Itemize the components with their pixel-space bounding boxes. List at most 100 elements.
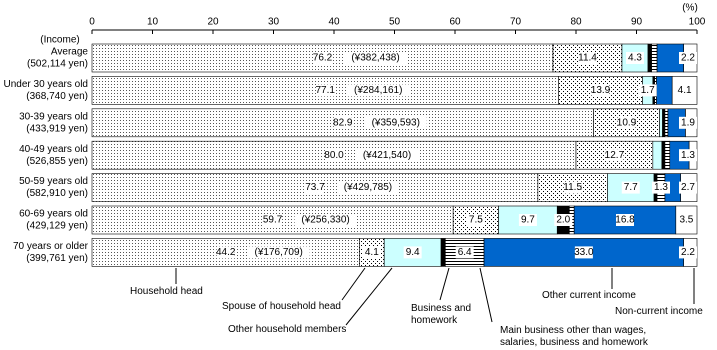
label-bg xyxy=(336,181,399,194)
callout-lines xyxy=(175,267,695,326)
value-label: 3.5 xyxy=(679,215,693,226)
value-label: 12.7 xyxy=(605,150,625,161)
unit-label: (%) xyxy=(682,3,698,14)
bar-segment xyxy=(661,140,666,170)
category-income: (399,761 yen) xyxy=(26,253,88,264)
value-label: 13.9 xyxy=(591,85,611,96)
value-label: 59.7 xyxy=(263,215,283,226)
label-bg xyxy=(625,52,644,64)
legend-label: Other current income xyxy=(542,290,636,301)
value-label: 77.1 xyxy=(315,85,335,96)
category-label: Average xyxy=(51,47,89,58)
amount-label: (¥284,161) xyxy=(354,85,402,96)
bar-segment xyxy=(651,43,658,73)
value-label: 7.7 xyxy=(624,182,638,193)
label-bg xyxy=(677,214,696,226)
value-label: 2.7 xyxy=(681,182,695,193)
label-bg xyxy=(344,52,407,64)
category-header: (Income) xyxy=(40,35,79,46)
label-bg xyxy=(679,116,697,129)
category-income: (368,740 yen) xyxy=(26,91,88,102)
label-bg xyxy=(578,52,597,64)
value-label: 9.7 xyxy=(521,215,535,226)
label-bg xyxy=(621,181,640,194)
label-bg xyxy=(563,181,582,194)
label-bg xyxy=(216,246,235,259)
amount-label: (¥429,785) xyxy=(344,182,392,193)
label-bg xyxy=(466,214,485,226)
label-bg xyxy=(325,149,343,162)
bar-segment xyxy=(659,108,663,138)
label-bg xyxy=(362,246,381,259)
label-bg xyxy=(294,214,357,226)
label-bg xyxy=(616,214,635,226)
bar-segment xyxy=(452,205,499,235)
category-income: (582,910 yen) xyxy=(26,188,88,199)
bar-segment xyxy=(652,140,663,170)
legend-label: Household head xyxy=(130,286,203,297)
category-income: (429,129 yen) xyxy=(26,221,88,232)
label-bg xyxy=(605,149,624,162)
value-label: 1.3 xyxy=(681,150,695,161)
label-bg xyxy=(679,181,697,194)
legend-label: Other household members xyxy=(228,324,347,335)
category-income: (433,919 yen) xyxy=(26,123,88,134)
bar-segment xyxy=(662,108,666,138)
value-label: 73.7 xyxy=(305,182,325,193)
value-label: 2.0 xyxy=(556,215,570,226)
label-bg xyxy=(364,116,427,129)
value-label: 82.9 xyxy=(333,117,353,128)
label-bg xyxy=(617,116,636,129)
label-bg xyxy=(313,52,332,64)
category-label: 50-59 years old xyxy=(19,176,88,187)
label-bg xyxy=(333,116,352,129)
value-label: 1.3 xyxy=(654,182,668,193)
bar-segment xyxy=(647,43,652,73)
value-label: 7.5 xyxy=(469,215,483,226)
value-label: 16.8 xyxy=(615,215,635,226)
value-label: 4.1 xyxy=(365,247,379,258)
label-bg xyxy=(679,149,697,162)
category-label: 70 years or older xyxy=(13,241,89,252)
bar-segment xyxy=(440,238,446,267)
category-label: 60-69 years old xyxy=(19,209,88,220)
value-label: 6.4 xyxy=(458,247,472,258)
value-label: 44.2 xyxy=(216,247,236,258)
x-tick-label: 30 xyxy=(268,17,280,28)
value-label: 76.2 xyxy=(313,53,333,64)
label-bg xyxy=(638,84,657,97)
amount-label: (¥382,438) xyxy=(351,53,399,64)
value-label: 2.2 xyxy=(681,247,695,258)
x-tick-label: 60 xyxy=(449,17,461,28)
label-bg xyxy=(356,149,418,162)
value-label: 11.5 xyxy=(563,182,582,193)
value-label: 1.7 xyxy=(641,85,655,96)
category-label: 40-49 years old xyxy=(19,144,88,155)
x-tick-label: 80 xyxy=(570,17,582,28)
label-bg xyxy=(675,84,694,97)
value-label: 4.3 xyxy=(628,53,642,64)
value-label: 10.9 xyxy=(617,117,637,128)
x-tick-label: 90 xyxy=(631,17,643,28)
category-label: Under 30 years old xyxy=(4,79,89,90)
legend-label: Business and homework xyxy=(411,303,472,326)
label-bg xyxy=(403,246,422,259)
label-bg xyxy=(679,52,697,64)
legend-label: Non-current income xyxy=(615,306,703,317)
x-tick-label: 70 xyxy=(510,17,522,28)
label-bg xyxy=(518,214,537,226)
amount-label: (¥421,540) xyxy=(363,150,411,161)
value-label: 33.0 xyxy=(574,247,594,258)
x-tick-label: 10 xyxy=(147,17,159,28)
x-tick-label: 50 xyxy=(389,17,401,28)
label-bg xyxy=(247,246,310,259)
value-label: 11.4 xyxy=(578,53,597,64)
amount-label: (¥176,709) xyxy=(255,247,303,258)
label-bg xyxy=(574,246,593,259)
label-bg xyxy=(455,246,474,259)
label-bg xyxy=(305,181,324,194)
bar-segment xyxy=(664,140,671,170)
bar-segment xyxy=(656,76,673,105)
